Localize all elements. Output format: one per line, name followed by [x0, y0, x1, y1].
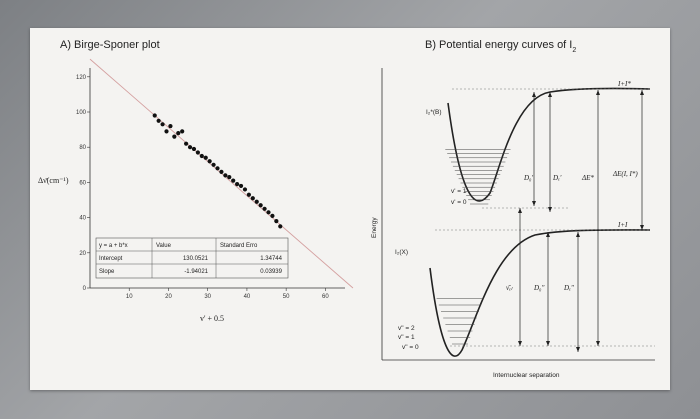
data-point	[156, 118, 161, 123]
de-prime-label: Dₑ'	[552, 174, 562, 182]
data-point	[152, 113, 157, 118]
data-point	[246, 192, 251, 197]
figure-card: A) Birge-Sponer plot 0 20 40 60 80 100 120 10 2…	[30, 28, 670, 390]
ground-vibrational-levels	[436, 298, 484, 345]
data-point	[191, 146, 197, 152]
data-point	[164, 129, 169, 134]
data-point	[242, 187, 248, 192]
data-point	[180, 129, 185, 134]
x-tick-label: 20	[165, 294, 172, 300]
panel-a-title: A) Birge-Sponer plot	[60, 39, 160, 51]
x-tick-label: 30	[204, 294, 211, 300]
table-cell-value: 130.0521	[183, 256, 209, 262]
ground-state-curve	[429, 229, 651, 357]
x-tick-label: 10	[126, 294, 133, 300]
separation-axis-label: Internuclear separation	[493, 372, 560, 379]
x-tick-label: 40	[244, 294, 251, 300]
data-point	[254, 199, 259, 204]
data-point	[235, 182, 240, 187]
data-point	[258, 203, 263, 208]
table-equation: y = a + b*x	[99, 243, 128, 249]
data-point	[262, 206, 267, 211]
fit-results-table: y = a + b*x Value Standard Erro Intercep…	[95, 237, 289, 279]
mid-asymptote-label: I+I	[617, 221, 628, 229]
excited-vibrational-levels	[445, 149, 511, 205]
data-point	[160, 122, 165, 127]
table-header-value: Value	[156, 243, 172, 249]
de-dbl-label: Dₑ"	[563, 284, 574, 292]
x-ticks: 10 20 30 40 50 60	[126, 288, 329, 300]
v-lower-1: v" = 1	[398, 334, 415, 341]
d0-prime-label: D₀'	[523, 174, 533, 182]
y-tick-label: 40	[79, 216, 86, 222]
data-point	[223, 173, 228, 178]
excited-state-curve	[447, 87, 651, 202]
data-point	[172, 134, 177, 139]
table-cell-error: 0.03939	[260, 269, 282, 275]
y-tick-label: 60	[79, 180, 86, 186]
data-point	[199, 153, 204, 159]
data-point	[203, 155, 208, 160]
v-upper-0: v' = 0	[451, 199, 467, 206]
energy-axis-label: Energy	[371, 217, 378, 238]
table-row-label: Intercept	[99, 256, 123, 262]
excited-state-label: I₂*(B)	[426, 109, 442, 116]
data-point	[238, 183, 244, 189]
table-cell-value: -1.94021	[184, 269, 208, 275]
panel-b-title: B) Potential energy curves of I2	[425, 39, 576, 54]
v-lower-0: v" = 0	[402, 344, 419, 351]
y-tick-label: 120	[76, 75, 87, 81]
y-axis-label: Δν̄(cm⁻¹)	[38, 176, 69, 185]
table-header-error: Standard Erro	[220, 243, 258, 249]
energy-arrows	[519, 90, 643, 352]
data-point	[231, 178, 236, 183]
data-point	[215, 166, 220, 171]
figure-svg: A) Birge-Sponer plot 0 20 40 60 80 100 120 10 2…	[38, 39, 655, 379]
top-asymptote-label: I+I*	[617, 80, 631, 88]
data-point	[184, 141, 189, 146]
ground-state-label: I₂(X)	[395, 249, 408, 256]
data-point	[278, 224, 283, 229]
y-ticks: 0 20 40 60 80 100 120	[76, 75, 90, 292]
y-tick-label: 80	[79, 145, 86, 151]
y-tick-label: 20	[79, 251, 86, 257]
de-star-label: ΔE*	[581, 174, 594, 182]
de-i-istar-label: ΔE(I, I*)	[612, 170, 638, 178]
y-tick-label: 100	[76, 110, 87, 116]
data-point	[227, 175, 232, 180]
table-cell-error: 1.34744	[260, 256, 282, 262]
d0-dbl-label: D₀"	[533, 284, 544, 292]
data-point	[250, 196, 255, 201]
panel-b-title-subscript: 2	[572, 47, 576, 54]
data-point	[274, 219, 279, 224]
nu-el-label: ν̄ₑₗ	[506, 284, 513, 292]
y-tick-label: 0	[83, 286, 87, 292]
panel-b-title-text: B) Potential energy curves of I	[425, 39, 572, 51]
x-axis-label: v' + 0.5	[200, 314, 224, 323]
x-tick-label: 50	[283, 294, 290, 300]
v-upper-1: v' = 1	[451, 188, 467, 195]
data-point	[207, 159, 212, 164]
birge-sponer-plot: 0 20 40 60 80 100 120 10 20 30 40 50 60 Δν̄(cm⁻¹) v…	[38, 58, 354, 323]
data-point	[168, 123, 173, 129]
data-point	[211, 162, 216, 167]
x-tick-label: 60	[322, 294, 329, 300]
data-point	[270, 213, 275, 218]
data-point	[187, 145, 193, 150]
data-points	[152, 113, 283, 229]
v-lower-2: v" = 2	[398, 325, 415, 332]
potential-energy-diagram: Energy Internuclear separation	[371, 68, 655, 379]
data-point	[195, 150, 200, 155]
table-border	[95, 237, 289, 279]
data-point	[219, 169, 224, 174]
data-point	[176, 131, 181, 136]
data-point	[266, 210, 271, 215]
table-row-label: Slope	[99, 269, 115, 275]
